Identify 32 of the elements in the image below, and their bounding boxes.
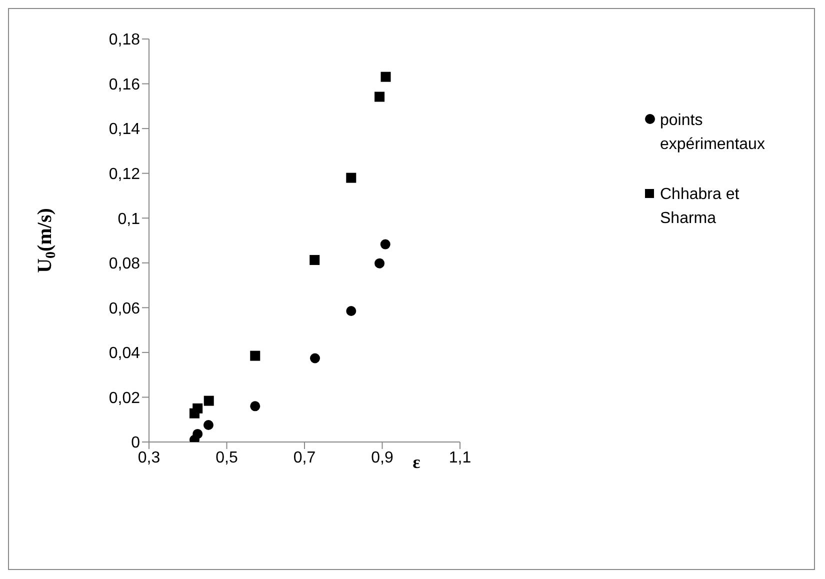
point <box>346 306 356 316</box>
point <box>374 258 385 268</box>
y-tick-label: 0,08 <box>108 256 140 273</box>
point <box>203 420 214 430</box>
legend-label: Chhabra et Sharma <box>660 185 740 229</box>
y-tick-label: 0,14 <box>108 121 140 138</box>
point <box>250 401 260 412</box>
point <box>310 254 320 265</box>
x-axis-title: ε <box>412 452 421 472</box>
x-tick-label: 0,5 <box>216 449 238 466</box>
y-tick-label: 0,1 <box>118 210 140 228</box>
y-tick-label: 0,06 <box>108 300 140 318</box>
x-tick-label: 1,1 <box>448 449 472 466</box>
point <box>250 350 260 361</box>
y-tick-label: 0 <box>131 434 140 452</box>
point <box>192 428 203 439</box>
y-tick-label: 0,02 <box>108 390 140 407</box>
y-tick-label: 0,12 <box>108 166 140 184</box>
point <box>192 403 203 414</box>
point <box>374 92 385 102</box>
x-tick-label: 0,7 <box>293 449 316 466</box>
point <box>346 172 356 183</box>
y-tick-label: 0,18 <box>108 32 140 49</box>
y-tick-label: 0,04 <box>108 345 140 362</box>
point <box>204 396 214 406</box>
y-tick-label: 0,16 <box>108 76 140 94</box>
x-tick-label: 0,3 <box>138 449 160 466</box>
point <box>310 353 320 364</box>
legend-label: points expérimentaux <box>660 111 766 155</box>
point <box>380 239 390 250</box>
x-tick-label: 0,9 <box>371 449 394 466</box>
point <box>380 72 391 82</box>
